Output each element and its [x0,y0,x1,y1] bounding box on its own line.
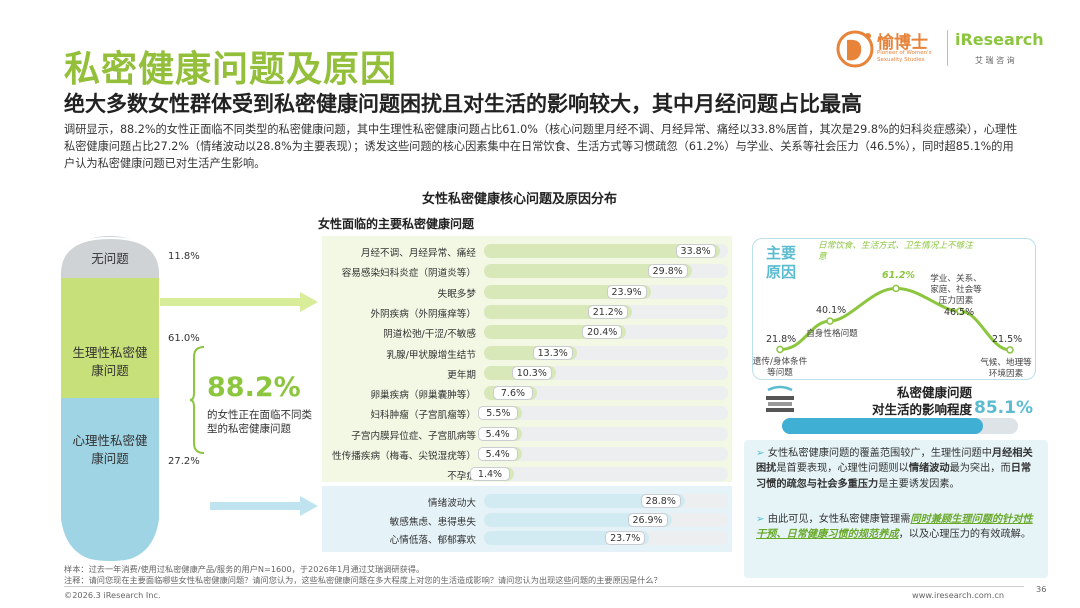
arrow-physiological-icon [160,292,318,312]
brand-name: 愉博士 [877,33,928,53]
causes-point [776,345,784,354]
causes-note: 日常饮食、生活方式、卫生情况上不够注意 [818,241,973,262]
oval-label-psychological: 心理性私密健康问题 [72,433,148,466]
causes-point [892,284,900,293]
causes-line [779,286,1011,352]
book-icon [766,385,794,412]
footer-copyright: ©2026.3 iResearch Inc. [64,590,161,600]
page-title: 私密健康问题及原因 [64,49,398,90]
logo-area: 愉博士 Pioneer of Women's Sexuality Studies … [835,26,1055,72]
bracket-icon [190,346,205,454]
arrow-psychological-icon [210,496,318,516]
intro-paragraph: 调研显示，88.2%的女性正面临不同类型的私密健康问题，其中生理性私密健康问题占… [64,123,1018,170]
pct-none: 11.8% [168,251,200,262]
footer-note: 注释：请问您现在主要面临哪些女性私密健康问题？请问您认为，这些私密健康问题在多大… [64,575,662,585]
brand-tagline: Pioneer of Women's Sexuality Studies [877,50,932,63]
problem-distribution-ovals: 无问题 生理性私密健康问题 心理性私密健康问题 [55,234,165,564]
brand-logo-icon [836,30,874,68]
causes-point [1006,346,1014,354]
oval-label-physiological: 生理性私密健康问题 [72,345,148,378]
causes-panel [752,238,1036,380]
page-number: 36 [1036,584,1047,594]
psychological-panel [322,486,732,552]
total-percentage: 88.2% [207,372,301,403]
oval-label-none: 无问题 [91,251,129,266]
total-description: 的女性正在面临不同类型的私密健康问题 [207,409,312,435]
footer-divider [64,586,1024,587]
conclusion-point-1: ➢ 女性私密健康问题的覆盖范围较广，生理性问题中月经相关困扰是首要表现，心理性问… [756,448,1033,490]
causes-point [956,307,964,315]
physiological-panel [322,236,732,482]
conclusion-box [744,440,1048,578]
iresearch-cn: 艾 瑞 咨 询 [975,56,1015,65]
impact-value: 85.1% [974,398,1033,418]
impact-title: 私密健康问题 对生活的影响程度 [871,385,972,417]
impact-fill [782,418,983,434]
page-subtitle: 绝大多数女性群体受到私密健康问题困扰且对生活的影响较大，其中月经问题占比最高 [64,92,862,116]
footer-website: www.iresearch.com.cn [912,590,1005,600]
conclusion-point-2: ➢ 由此可见，女性私密健康管理需同时兼顾生理问题的针对性干预、日常健康习惯的规范… [756,514,1033,541]
causes-header: 主要原因 [766,244,797,281]
causes-point [826,317,834,325]
iresearch-logo: iResearch [955,30,1044,49]
pct-physiological: 61.0% [168,333,200,344]
logo-divider [947,30,948,66]
footer-sample: 样本：过去一年消费/使用过私密健康产品/服务的用户N=1600，于2026年1月… [64,564,425,574]
pct-psychological: 27.2% [168,456,200,467]
bar-chart-title: 女性面临的主要私密健康问题 [318,217,475,231]
causes-line-chart [776,284,1014,354]
chart-title: 女性私密健康核心问题及原因分布 [422,192,618,207]
